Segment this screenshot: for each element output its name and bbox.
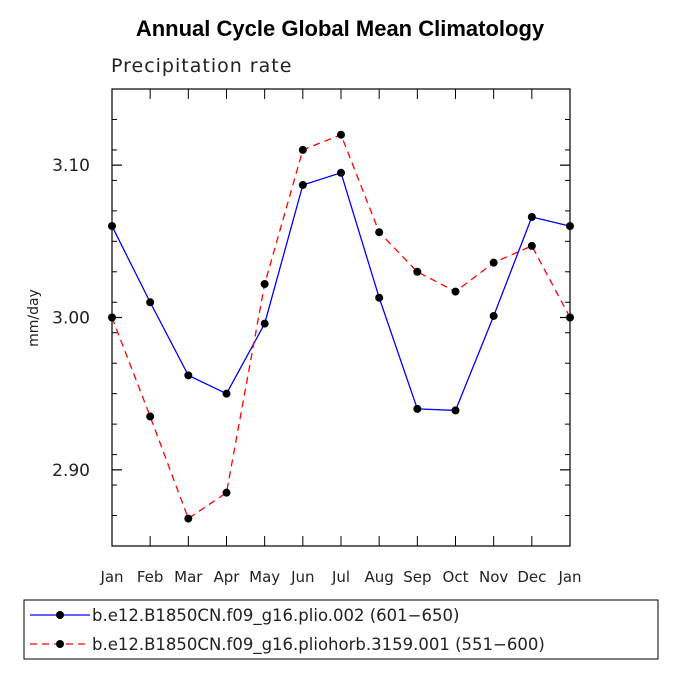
- y-tick-label: 3.10: [52, 156, 90, 176]
- x-tick-label: Jan: [557, 568, 581, 586]
- chart-title: Annual Cycle Global Mean Climatology: [136, 16, 545, 41]
- x-tick-label: Feb: [137, 568, 164, 586]
- x-tick-labels: Jan Feb Mar Apr May Jun Jul Aug Sep Oct Nov Dec Jan: [99, 568, 581, 586]
- series-0-point: [527, 212, 536, 221]
- x-tick-label: Dec: [517, 568, 546, 586]
- legend-label-series-0: b.e12.B1850CN.f09_g16.plio.002 (601−650): [92, 606, 459, 626]
- series-0-point: [375, 293, 384, 302]
- series-0-point: [298, 180, 307, 189]
- series-1-point: [375, 228, 384, 237]
- series-0-point: [337, 168, 345, 177]
- x-tick-label: Sep: [403, 568, 431, 586]
- series-1-point: [413, 267, 422, 276]
- series-1-point: [260, 279, 269, 288]
- series-1-point: [566, 313, 574, 322]
- series-0-point: [146, 298, 155, 307]
- series-1-point: [527, 241, 536, 250]
- x-tick-label: Jul: [331, 568, 350, 586]
- series-0-point: [222, 389, 231, 398]
- series-1-point: [146, 412, 155, 421]
- legend-marker-series-0: [56, 611, 64, 619]
- series-1-point: [222, 488, 231, 497]
- legend-label-series-1: b.e12.B1850CN.f09_g16.pliohorb.3159.001 …: [92, 635, 545, 655]
- y-tick-label: 3.00: [52, 309, 90, 329]
- y-axis-label: mm/day: [26, 289, 42, 347]
- axis-ticks: [111, 88, 571, 547]
- series-0-point: [184, 371, 193, 380]
- series-0-point: [260, 319, 269, 328]
- y-tick-labels: 2.90 3.00 3.10: [52, 156, 90, 481]
- legend-box: [23, 599, 659, 660]
- series-1-point: [184, 514, 193, 523]
- legend-marker-series-1: [56, 640, 64, 648]
- x-tick-label: Aug: [365, 568, 394, 586]
- plot-frame: [111, 88, 571, 547]
- series-0-point: [108, 222, 116, 231]
- chart-subtitle: Precipitation rate: [111, 55, 292, 77]
- x-tick-label: Oct: [443, 568, 469, 586]
- series-0-point: [489, 311, 498, 320]
- legend: b.e12.B1850CN.f09_g16.plio.002 (601−650)…: [23, 599, 659, 660]
- series-1-point: [451, 287, 460, 296]
- series-group: [108, 130, 574, 523]
- x-tick-label: Jan: [99, 568, 123, 586]
- x-tick-label: Mar: [174, 568, 203, 586]
- x-tick-label: Jun: [290, 568, 314, 586]
- series-1-point: [298, 145, 307, 154]
- series-0-point: [566, 222, 574, 231]
- series-0-point: [413, 404, 422, 413]
- series-1-point: [489, 258, 498, 267]
- series-line-1: [111, 133, 571, 520]
- x-tick-label: Nov: [479, 568, 508, 586]
- x-tick-label: Apr: [214, 568, 241, 586]
- series-line-0: [111, 171, 571, 412]
- x-tick-label: May: [249, 568, 280, 586]
- series-1-point: [108, 313, 116, 322]
- y-tick-label: 2.90: [52, 461, 90, 481]
- series-0-point: [451, 406, 460, 415]
- series-1-point: [337, 130, 345, 139]
